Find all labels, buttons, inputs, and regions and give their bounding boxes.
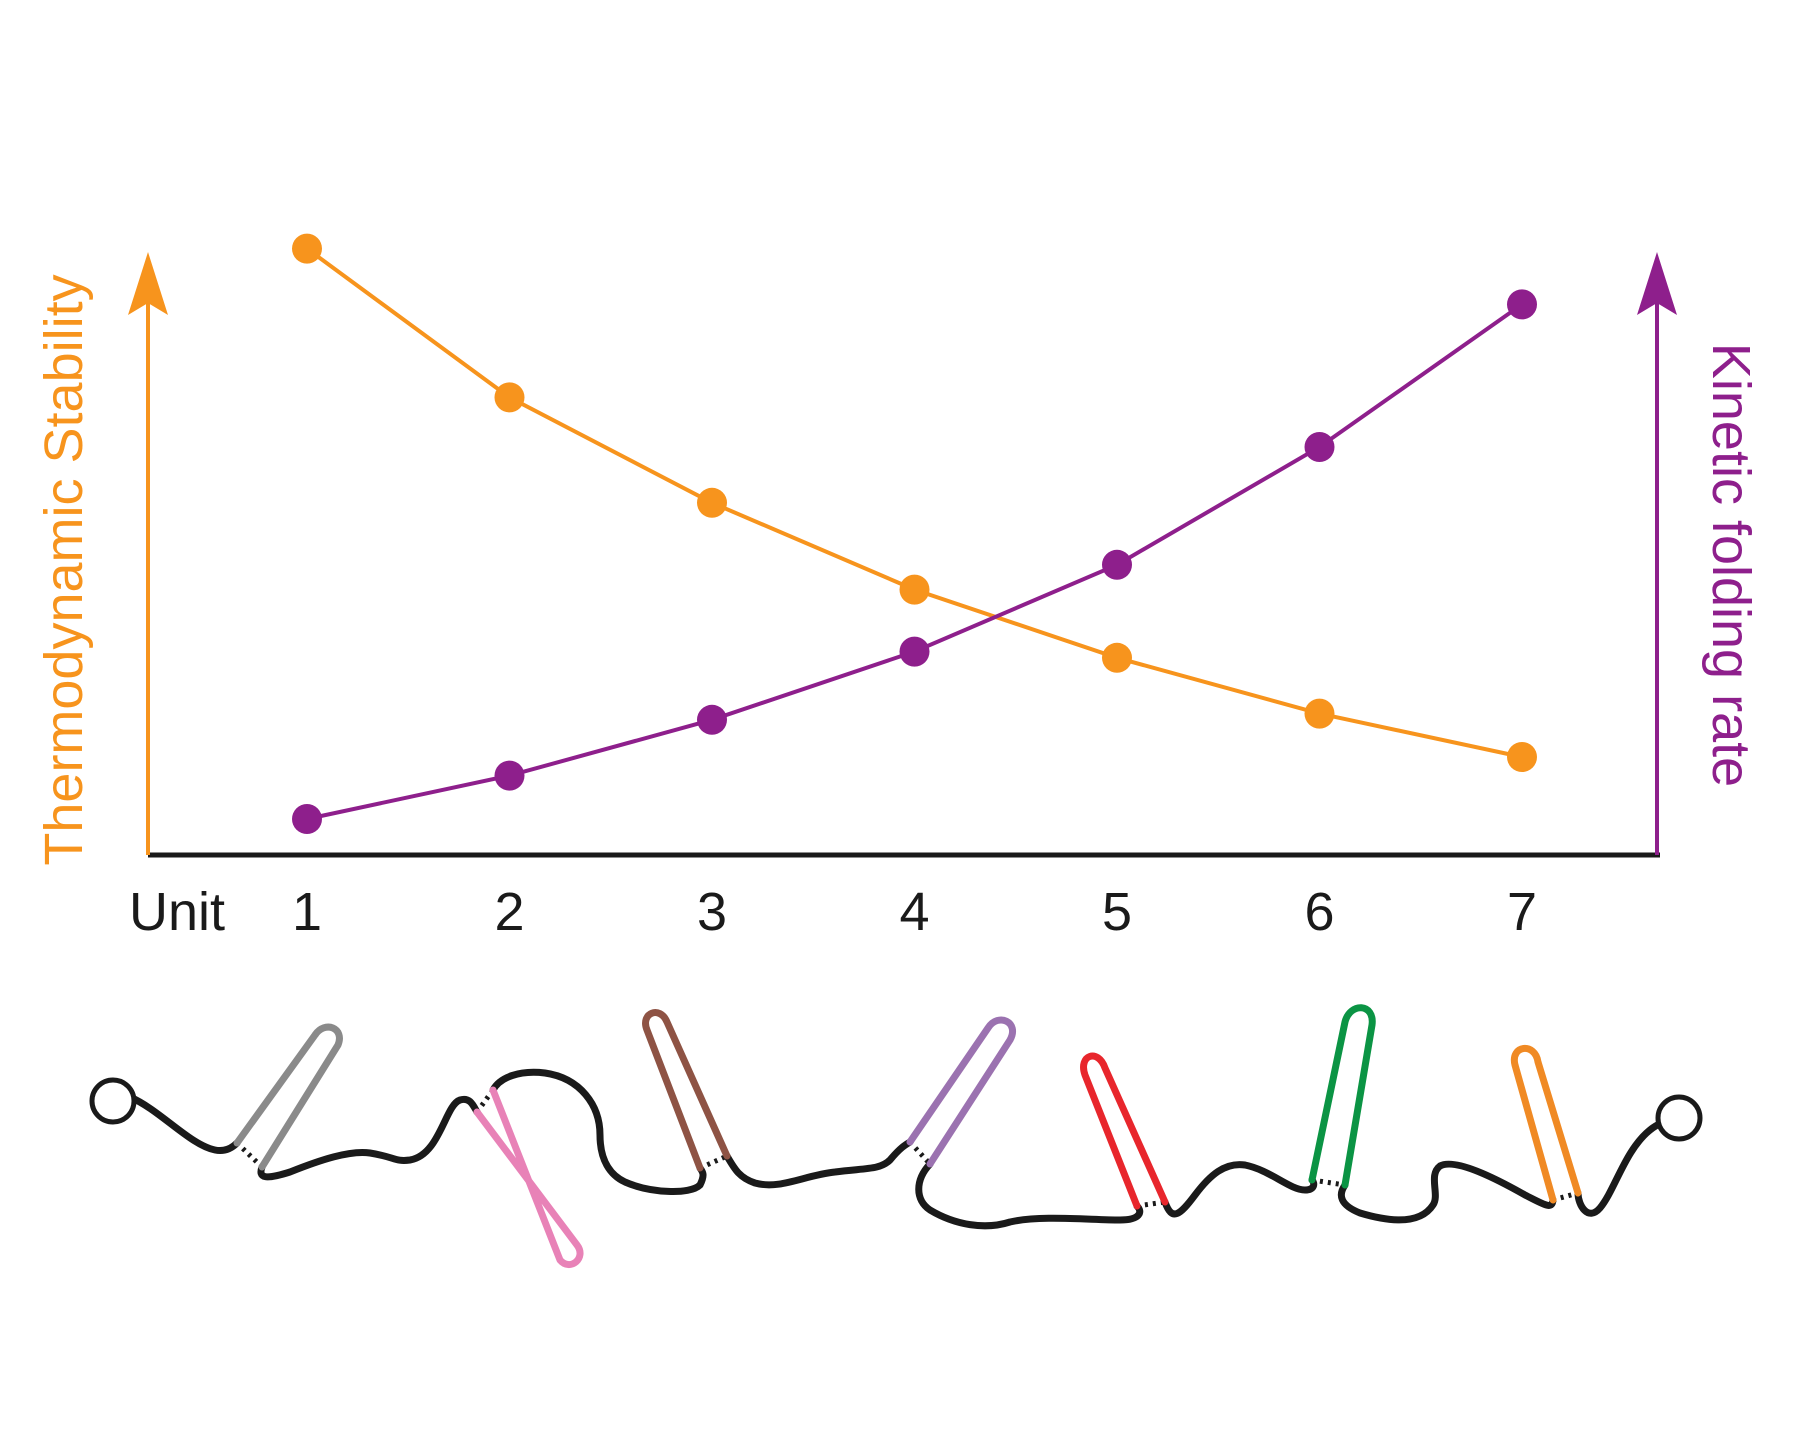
- chain-segment: [915, 1160, 1144, 1230]
- chain-segment: [257, 1095, 481, 1181]
- data-point: [899, 574, 930, 605]
- left-axis-title: Thermodynamic Stability: [34, 274, 94, 865]
- hairpin-4: [906, 1016, 1016, 1168]
- chain-segment: [1337, 1160, 1557, 1224]
- chain-segment: [723, 1138, 914, 1189]
- dotted-connector: [1311, 1177, 1346, 1188]
- data-point: [494, 760, 525, 791]
- x-tick-label-6: 6: [1304, 882, 1334, 942]
- chain-backbone: [126, 1068, 1679, 1230]
- x-tick-label-7: 7: [1507, 882, 1537, 942]
- data-point: [697, 487, 727, 518]
- dotted-connector: [1552, 1190, 1579, 1203]
- x-tick-label-1: 1: [292, 882, 322, 942]
- data-point: [1102, 642, 1132, 673]
- data-point: [292, 233, 322, 264]
- hairpin-6: [1308, 1004, 1376, 1189]
- hairpin-2: [473, 1086, 584, 1269]
- axes: [128, 252, 1677, 858]
- left-axis-arrowhead: [128, 252, 168, 315]
- hairpin-7: [1510, 1044, 1582, 1204]
- data-point: [1304, 698, 1335, 729]
- data-point: [1102, 549, 1132, 580]
- data-point: [494, 382, 525, 413]
- chain-segment: [1574, 1116, 1679, 1217]
- dotted-connector: [698, 1153, 729, 1171]
- dotted-connector: [908, 1140, 932, 1166]
- data-point: [899, 636, 930, 667]
- dotted-connector: [235, 1141, 264, 1169]
- x-tick-labels: 1 2 3 4 5 6 7: [292, 882, 1537, 942]
- x-axis-prefix-label: Unit: [129, 882, 225, 942]
- series-thermodynamic-stability: [292, 233, 1537, 772]
- series-layer: [292, 233, 1537, 834]
- x-tick-label-2: 2: [494, 882, 524, 942]
- dotted-connectors: [235, 1088, 1579, 1209]
- series-line: [305, 246, 1523, 759]
- x-tick-label-3: 3: [697, 882, 727, 942]
- hairpin-1: [233, 1023, 343, 1171]
- protein-chain-schematic: [89, 1004, 1703, 1269]
- c-terminus-circle: [1655, 1094, 1703, 1142]
- hairpins: [233, 1004, 1582, 1269]
- dotted-connector: [1136, 1199, 1166, 1209]
- data-point: [1507, 289, 1537, 320]
- data-point: [292, 804, 322, 834]
- data-point: [697, 704, 727, 735]
- hairpin-5: [1080, 1052, 1169, 1210]
- hairpin-3: [642, 1009, 731, 1172]
- chain-segment: [489, 1068, 707, 1195]
- series-kinetic-folding-rate: [292, 289, 1537, 834]
- chain-segment: [126, 1093, 241, 1154]
- chain-segment: [1161, 1161, 1318, 1218]
- data-point: [1304, 432, 1335, 462]
- right-axis-title: Kinetic folding rate: [1701, 343, 1761, 787]
- x-tick-label-5: 5: [1102, 882, 1132, 942]
- x-tick-label-4: 4: [899, 882, 929, 942]
- n-terminus-circle: [89, 1077, 137, 1125]
- data-point: [1507, 742, 1537, 772]
- right-axis-arrowhead: [1637, 252, 1677, 315]
